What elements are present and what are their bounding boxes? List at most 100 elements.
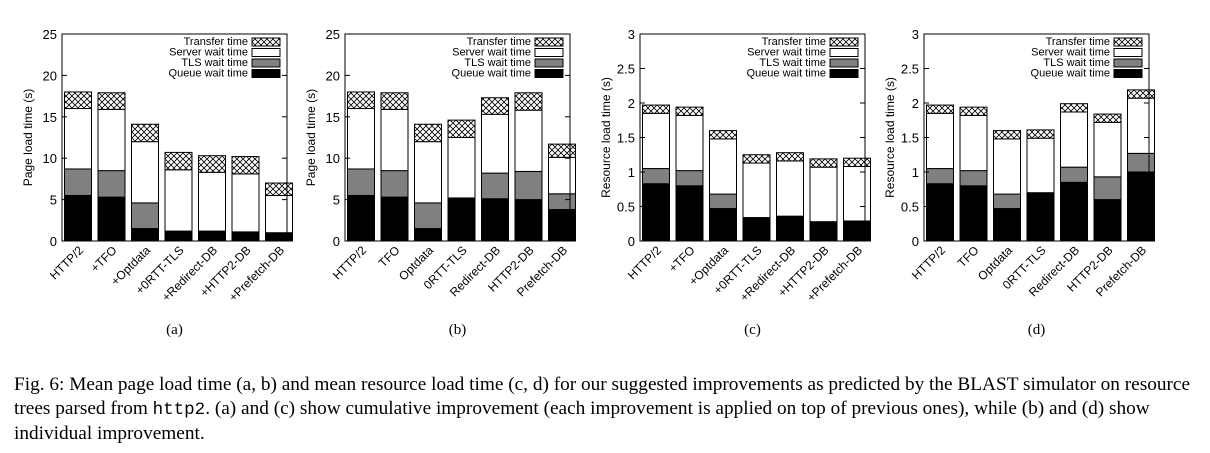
bar-server-wait-time: [642, 112, 670, 170]
bar-queue-wait-time: [1093, 199, 1122, 242]
legend-swatch: [1113, 37, 1143, 47]
legend-label: Server wait time: [747, 47, 826, 59]
bar-transfer-time: [414, 123, 442, 143]
bar-transfer-time: [481, 97, 509, 115]
bar-queue-wait-time: [447, 197, 476, 242]
bar-transfer-time: [64, 91, 92, 110]
y-tick-label: 5: [50, 193, 57, 208]
caption-code: http2: [152, 400, 206, 420]
bar-tls-wait-time: [1127, 152, 1155, 173]
figure-caption: Fig. 6: Mean page load time (a, b) and m…: [14, 373, 1199, 446]
chart-panel-d: HTTP/2 TFOOptdata0RTT-TLSRedirect-DBHTTP2…: [883, 27, 1155, 338]
legend-swatch: [251, 48, 281, 57]
bar-server-wait-time: [265, 194, 293, 234]
bar-transfer-time: [843, 157, 871, 167]
bar-transfer-time: [131, 123, 159, 143]
y-axis-label: Page load time (s): [304, 89, 318, 186]
bar-queue-wait-time: [926, 183, 954, 242]
y-tick-label: 2: [628, 96, 635, 111]
y-tick-label: 1.5: [617, 131, 635, 146]
bar-server-wait-time: [347, 108, 375, 170]
y-axis-label: Resource load time (s): [883, 77, 897, 198]
bar-transfer-time: [742, 154, 771, 164]
bar-server-wait-time: [1026, 137, 1055, 194]
y-tick-label: 3: [912, 27, 919, 42]
bar-transfer-time: [809, 158, 838, 168]
bar-queue-wait-time: [709, 208, 737, 242]
bar-server-wait-time: [993, 138, 1021, 195]
legend-label: Server wait time: [452, 47, 531, 59]
bar-queue-wait-time: [198, 230, 226, 242]
bar-queue-wait-time: [1060, 181, 1088, 242]
bar-queue-wait-time: [742, 217, 771, 242]
legend-swatch: [534, 58, 564, 68]
bar-server-wait-time: [776, 160, 804, 217]
bar-server-wait-time: [675, 114, 704, 172]
bar-queue-wait-time: [164, 230, 193, 242]
bar-transfer-time: [993, 130, 1021, 140]
y-tick-label: 0: [628, 234, 635, 249]
legend-swatch: [829, 69, 859, 78]
legend-swatch: [251, 69, 281, 78]
caption-text-1: Mean page load time (a, b) and mean reso…: [14, 374, 1191, 419]
bar-queue-wait-time: [642, 183, 670, 242]
y-tick-label: 2.5: [617, 62, 635, 77]
bar-queue-wait-time: [993, 208, 1021, 242]
bar-server-wait-time: [1060, 111, 1088, 168]
bar-tls-wait-time: [97, 170, 126, 198]
y-tick-label: 15: [43, 110, 57, 125]
caption-text-2: . (a) and (c) show cumulative improvemen…: [14, 398, 1150, 444]
y-axis-label: Resource load time (s): [599, 77, 613, 198]
bar-queue-wait-time: [776, 215, 804, 242]
bar-queue-wait-time: [548, 209, 576, 242]
legend-swatch: [534, 69, 564, 78]
legend-swatch: [1113, 69, 1143, 78]
bar-tls-wait-time: [414, 202, 442, 230]
bar-transfer-time: [447, 119, 476, 138]
bar-server-wait-time: [198, 171, 226, 232]
y-tick-label: 25: [326, 27, 340, 42]
legend-label: Transfer time: [184, 36, 248, 48]
legend-label: Transfer time: [1046, 36, 1110, 48]
legend-swatch: [829, 37, 859, 47]
y-tick-label: 0: [333, 234, 340, 249]
legend-label: Queue wait time: [747, 68, 826, 80]
y-axis-label: Page load time (s): [21, 89, 35, 186]
bar-queue-wait-time: [231, 231, 260, 242]
bar-transfer-time: [231, 156, 260, 175]
bar-queue-wait-time: [1127, 171, 1155, 242]
y-tick-label: 10: [43, 151, 57, 166]
bar-tls-wait-time: [1060, 166, 1088, 183]
y-tick-label: 0: [50, 234, 57, 249]
bar-server-wait-time: [843, 165, 871, 222]
bar-queue-wait-time: [347, 194, 375, 242]
panel-label: (b): [449, 322, 467, 338]
bar-transfer-time: [776, 152, 804, 162]
bar-queue-wait-time: [97, 196, 126, 242]
bar-server-wait-time: [97, 108, 126, 172]
bar-server-wait-time: [1127, 97, 1155, 154]
bar-server-wait-time: [809, 166, 838, 223]
bar-tls-wait-time: [514, 170, 543, 201]
bar-tls-wait-time: [347, 168, 375, 196]
bar-transfer-time: [265, 182, 293, 196]
panel-label: (a): [166, 322, 183, 338]
y-tick-label: 2: [912, 96, 919, 111]
bar-queue-wait-time: [843, 220, 871, 242]
bar-transfer-time: [926, 104, 954, 114]
bar-transfer-time: [347, 91, 375, 110]
legend-swatch: [251, 58, 281, 68]
bar-tls-wait-time: [926, 168, 954, 185]
bar-server-wait-time: [514, 109, 543, 172]
panel-label: (c): [744, 322, 761, 338]
bar-server-wait-time: [164, 169, 193, 232]
legend-swatch: [1113, 48, 1143, 57]
legend-swatch: [534, 48, 564, 57]
bar-server-wait-time: [380, 108, 409, 172]
bar-transfer-time: [675, 106, 704, 116]
bar-queue-wait-time: [64, 194, 92, 242]
bar-server-wait-time: [481, 113, 509, 174]
y-tick-label: 20: [326, 68, 340, 83]
y-tick-label: 0.5: [617, 200, 635, 215]
legend-swatch: [1113, 58, 1143, 68]
